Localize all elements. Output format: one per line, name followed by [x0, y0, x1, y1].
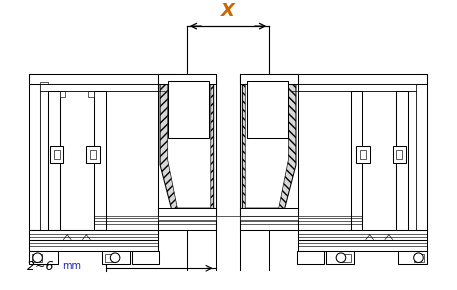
Bar	[32, 254, 43, 262]
Bar	[351, 91, 362, 230]
Bar	[240, 208, 298, 215]
Bar	[88, 91, 94, 97]
Text: mm: mm	[63, 261, 81, 271]
Bar	[341, 254, 351, 262]
Bar	[279, 74, 427, 84]
Bar	[297, 251, 324, 264]
Bar	[397, 150, 402, 159]
Bar	[40, 81, 48, 84]
Bar	[240, 215, 298, 220]
Bar	[29, 240, 158, 251]
Circle shape	[110, 253, 120, 262]
Bar	[29, 251, 58, 264]
Bar	[298, 230, 427, 240]
Bar	[360, 150, 366, 159]
Text: X: X	[221, 2, 235, 20]
Bar	[40, 74, 48, 230]
Bar	[291, 84, 415, 91]
Bar	[29, 230, 158, 234]
Bar	[397, 91, 408, 230]
Bar	[59, 91, 65, 97]
Bar	[415, 74, 427, 230]
Bar	[240, 74, 298, 84]
Polygon shape	[242, 76, 296, 213]
Bar	[133, 251, 159, 264]
Bar	[298, 240, 427, 251]
Bar	[356, 146, 370, 163]
Text: 2~6: 2~6	[27, 260, 58, 273]
Bar	[50, 146, 64, 163]
Bar	[40, 84, 165, 91]
Bar	[90, 150, 96, 159]
Bar	[102, 251, 130, 264]
Polygon shape	[160, 76, 214, 213]
Bar	[29, 230, 158, 240]
Bar	[326, 251, 354, 264]
Bar	[86, 146, 100, 163]
Bar	[158, 208, 216, 215]
Bar	[158, 74, 216, 230]
Bar	[29, 74, 40, 230]
Bar	[393, 146, 406, 163]
Bar	[240, 74, 298, 230]
Bar	[29, 74, 177, 84]
Bar	[105, 254, 115, 262]
Bar	[158, 74, 216, 84]
Bar	[168, 81, 209, 138]
Circle shape	[33, 253, 43, 262]
Polygon shape	[245, 79, 288, 208]
Bar	[48, 91, 59, 230]
Bar	[247, 81, 288, 138]
Bar	[414, 254, 424, 262]
Bar	[408, 74, 415, 230]
Bar	[54, 150, 59, 159]
Bar	[158, 215, 216, 220]
Bar	[399, 251, 427, 264]
Bar	[94, 91, 106, 230]
Circle shape	[414, 253, 423, 262]
Polygon shape	[168, 79, 211, 208]
Circle shape	[336, 253, 346, 262]
